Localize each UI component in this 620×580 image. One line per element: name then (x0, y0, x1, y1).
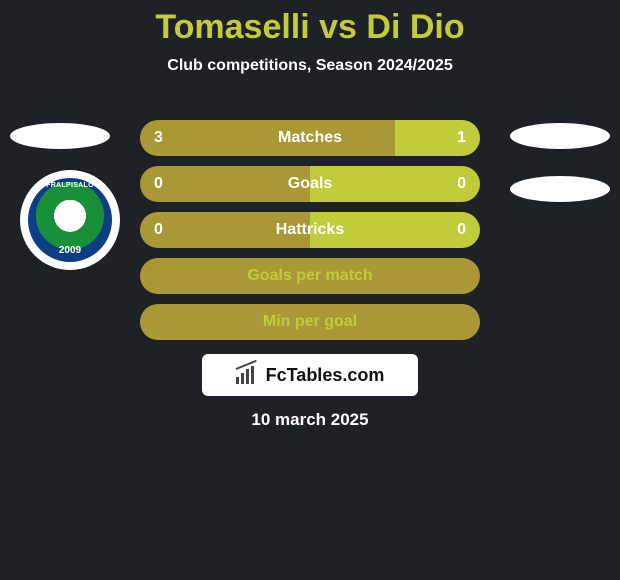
stat-row-matches: 31Matches (140, 120, 480, 156)
brand-text: FcTables.com (266, 365, 385, 386)
stat-label: Hattricks (140, 212, 480, 248)
stat-rows: 31Matches 00Goals 00Hattricks Goals per mat… (140, 120, 480, 350)
club-left-badge: FRALPISALO 2009 (20, 170, 120, 270)
brand-chart-icon (236, 366, 260, 384)
stat-row-goals: 00Goals (140, 166, 480, 202)
stat-label: Matches (140, 120, 480, 156)
brand-badge: FcTables.com (202, 354, 418, 396)
player-left-avatar-placeholder (10, 123, 110, 149)
club-crest-name: FRALPISALO (46, 182, 94, 189)
player-right-avatar-placeholder (510, 123, 610, 149)
subtitle: Club competitions, Season 2024/2025 (0, 57, 620, 75)
stat-label: Goals per match (140, 258, 480, 294)
stat-row-goals-per-match: Goals per match (140, 258, 480, 294)
stat-row-hattricks: 00Hattricks (140, 212, 480, 248)
date-text: 10 march 2025 (0, 410, 620, 430)
stat-row-min-per-goal: Min per goal (140, 304, 480, 340)
stat-label: Goals (140, 166, 480, 202)
page-title: Tomaselli vs Di Dio (0, 0, 620, 47)
club-crest-icon: FRALPISALO 2009 (28, 178, 112, 262)
club-right-avatar-placeholder (510, 176, 610, 202)
club-crest-year: 2009 (59, 245, 81, 256)
stat-label: Min per goal (140, 304, 480, 340)
